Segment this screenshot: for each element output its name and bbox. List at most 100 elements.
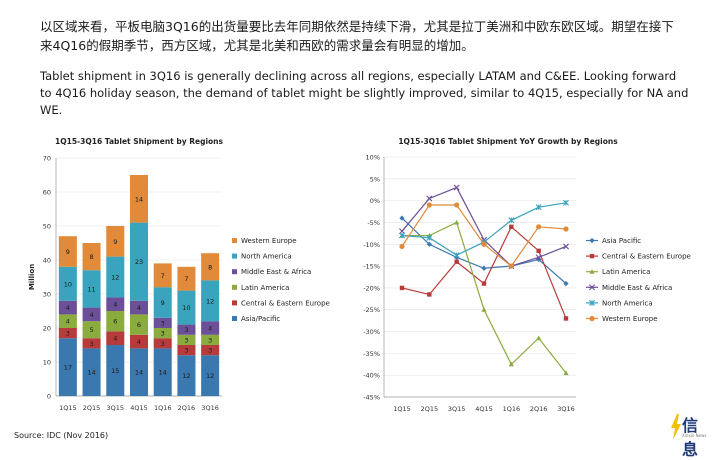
series-point [453,184,460,191]
bar-data-label: 23 [135,258,143,266]
bar-segment [58,266,77,301]
bar-data-label: 3 [208,336,212,344]
bar-segment [201,345,220,356]
bar-segment [58,328,77,339]
lightning-bolt-icon [671,414,681,440]
line-legend-entry: Central & Eastern Europe [602,253,691,261]
bar-segment [106,297,125,311]
yoy-growth-line-chart: 1Q15-3Q16 Tablet Shipment YoY Growth by … [363,137,691,413]
bar-data-label: 17 [64,364,72,372]
bar-data-label: 3 [161,340,165,348]
series-point [563,280,569,287]
bar-y-tick-label: 10 [43,359,51,367]
bar-data-label: 7 [161,272,165,280]
bar-data-label: 8 [90,253,94,261]
bar-data-label: 4 [208,325,212,333]
line-y-tick-label: 5% [370,175,380,183]
series-point [563,199,569,206]
bar-segment [177,324,196,335]
bar-legend-swatch [232,269,237,275]
bar-data-label: 4 [113,335,117,343]
bar-segment [201,280,220,322]
bar-data-label: 4 [113,301,117,309]
bar-segment [58,314,77,328]
bar-segment [106,331,125,345]
series-point [427,292,432,297]
line-x-tick-label: 4Q15 [475,405,493,413]
bar-segment [82,270,101,308]
bar-data-label: 4 [137,338,141,346]
bar-data-label: 14 [135,369,143,377]
bar-data-label: 6 [137,321,141,329]
bar-data-label: 3 [208,347,212,355]
series-point [536,248,541,254]
line-legend-marker [589,269,595,274]
bar-legend-swatch [232,238,237,243]
bar-legend-swatch [232,284,237,290]
bar-segment [106,256,125,298]
line-legend-entry: North America [602,299,653,307]
bar-y-tick-label: 0 [47,393,51,401]
bar-data-label: 14 [159,369,167,377]
series-point [426,202,432,208]
bar-y-tick-label: 20 [43,325,51,333]
line-x-tick-label: 3Q16 [557,405,575,413]
bar-data-label: 4 [90,311,94,319]
bar-chart-ylabel: Million [28,264,36,290]
bar-segment [153,348,172,396]
bar-segment [82,307,101,322]
shipment-bar-chart: 1Q15-3Q16 Tablet Shipment by Regions Mill… [28,137,330,412]
bar-data-label: 10 [182,304,190,312]
bar-legend-swatch [232,300,237,306]
bar-legend-entry: Western Europe [241,237,297,245]
line-y-tick-label: -20% [363,284,380,292]
bar-segment [129,348,149,396]
bar-segment [58,338,77,396]
series-point [508,263,514,269]
bar-segment [82,321,101,339]
bar-data-label: 14 [87,369,95,377]
bar-segment [58,236,77,267]
series-point [454,219,460,225]
bar-segment [201,334,220,345]
series-point [399,232,405,239]
bar-segment [177,290,196,325]
series-point [535,254,542,261]
bar-segment [153,263,172,288]
line-y-tick-label: -45% [363,394,380,402]
bar-data-label: 3 [184,347,188,355]
bar-x-tick-label: 1Q15 [59,404,77,412]
line-y-tick-label: -30% [363,328,380,336]
series-point [454,202,460,208]
brand-logo-subtitle: Xinxin News [682,433,707,438]
series-point [481,265,487,271]
bar-segment [129,300,149,315]
bar-segment [129,222,149,301]
series-point [399,215,405,221]
bar-segment [177,266,196,291]
line-x-tick-label: 3Q15 [448,405,466,413]
bar-y-tick-label: 60 [43,189,51,197]
bar-segment [82,338,101,349]
line-chart-title: 1Q15-3Q16 Tablet Shipment YoY Growth by … [398,137,618,146]
line-y-tick-label: -5% [367,219,380,227]
bar-segment [106,311,125,332]
line-y-tick-label: -35% [363,350,380,358]
series-point [399,243,405,250]
bar-segment [177,334,196,345]
bar-data-label: 3 [66,330,70,338]
bar-y-tick-label: 70 [43,155,51,163]
bar-y-tick-label: 30 [43,291,51,299]
bar-segment [82,243,101,271]
bar-data-label: 11 [87,285,95,293]
bar-legend-swatch [232,253,237,259]
line-x-tick-label: 1Q16 [503,405,521,413]
bar-data-label: 3 [184,326,188,334]
bar-data-label: 8 [208,263,212,271]
line-legend-marker [589,253,595,259]
series-point [399,285,405,291]
series-point [563,370,569,376]
line-legend-marker [589,237,595,244]
line-legend-marker [589,299,595,306]
bar-segment [106,345,125,396]
